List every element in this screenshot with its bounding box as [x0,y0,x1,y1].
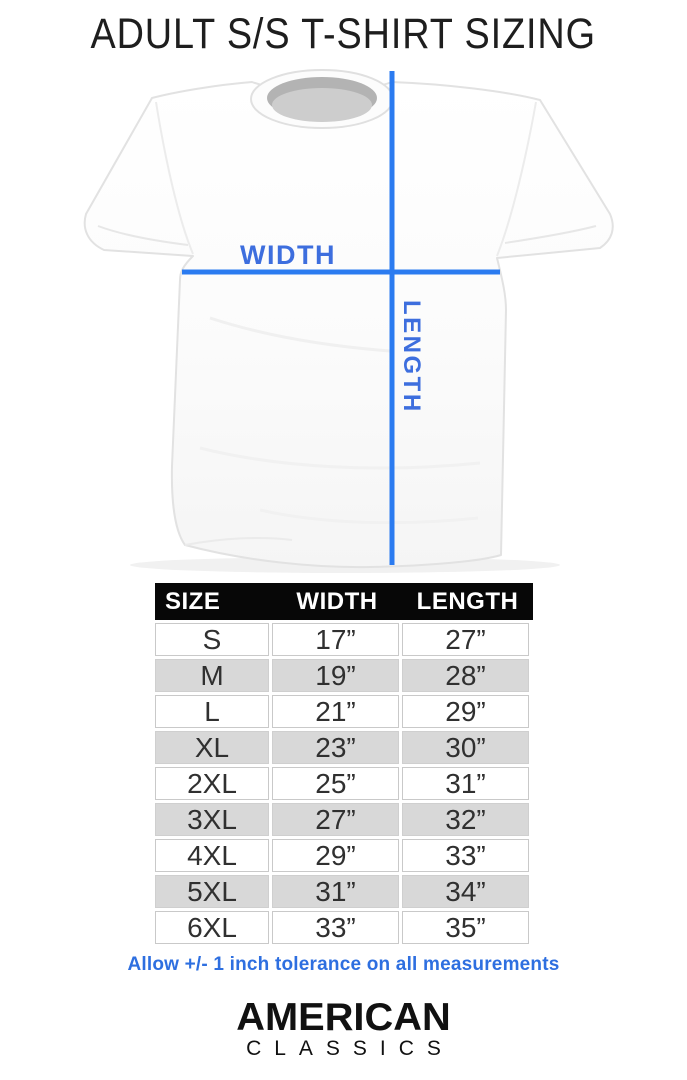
size-cell: 6XL [155,911,269,944]
table-row: 5XL 31” 34” [155,875,533,908]
width-cell: 21” [272,695,399,728]
width-cell: 29” [272,839,399,872]
width-cell: 33” [272,911,399,944]
hem-fold [184,536,293,546]
table-row: 4XL 29” 33” [155,839,533,872]
length-cell: 32” [402,803,529,836]
table-row: S 17” 27” [155,623,533,656]
length-cell: 31” [402,767,529,800]
page-title-wrap: ADULT S/S T-SHIRT SIZING [0,10,687,59]
size-table: SIZE WIDTH LENGTH S 17” 27” M 19” 28” L … [155,583,533,944]
length-cell: 30” [402,731,529,764]
size-cell: L [155,695,269,728]
right-sleeve-seam [496,101,537,257]
tshirt-body [83,81,614,569]
wrinkle [209,316,391,353]
header-width: WIDTH [296,587,378,615]
size-cell: M [155,659,269,692]
table-row: 3XL 27” 32” [155,803,533,836]
table-row: 6XL 33” 35” [155,911,533,944]
collar-opening [272,88,372,122]
length-cell: 28” [402,659,529,692]
header-size: SIZE [165,587,221,615]
table-row: 2XL 25” 31” [155,767,533,800]
table-header-row: SIZE WIDTH LENGTH [155,583,533,620]
tshirt-diagram: WIDTH LENGTH [60,68,626,578]
width-cell: 27” [272,803,399,836]
size-cell: 3XL [155,803,269,836]
table-row: L 21” 29” [155,695,533,728]
table-row: XL 23” 30” [155,731,533,764]
brand-logo: AMERICAN CLASSICS [0,998,687,1061]
length-cell: 34” [402,875,529,908]
left-cuff-fold [97,225,189,246]
width-cell: 23” [272,731,399,764]
length-cell: 29” [402,695,529,728]
length-cell: 33” [402,839,529,872]
right-cuff-fold [504,225,597,244]
brand-name-secondary: CLASSICS [246,1037,454,1060]
size-cell: 5XL [155,875,269,908]
tshirt-graphic: WIDTH LENGTH [83,69,614,573]
width-cell: 19” [272,659,399,692]
width-cell: 31” [272,875,399,908]
size-cell: S [155,623,269,656]
size-cell: 4XL [155,839,269,872]
length-cell: 35” [402,911,529,944]
size-cell: 2XL [155,767,269,800]
length-cell: 27” [402,623,529,656]
left-sleeve-seam [155,101,194,255]
wrinkle [259,508,479,525]
brand-name-primary: AMERICAN [236,996,451,1039]
size-cell: XL [155,731,269,764]
tolerance-note: Allow +/- 1 inch tolerance on all measur… [127,954,560,975]
length-label: LENGTH [398,300,425,414]
wrinkle [199,446,481,470]
width-cell: 25” [272,767,399,800]
page-title: ADULT S/S T-SHIRT SIZING [90,10,597,58]
header-length: LENGTH [416,587,519,615]
width-cell: 17” [272,623,399,656]
table-row: M 19” 28” [155,659,533,692]
width-label: WIDTH [240,240,336,270]
